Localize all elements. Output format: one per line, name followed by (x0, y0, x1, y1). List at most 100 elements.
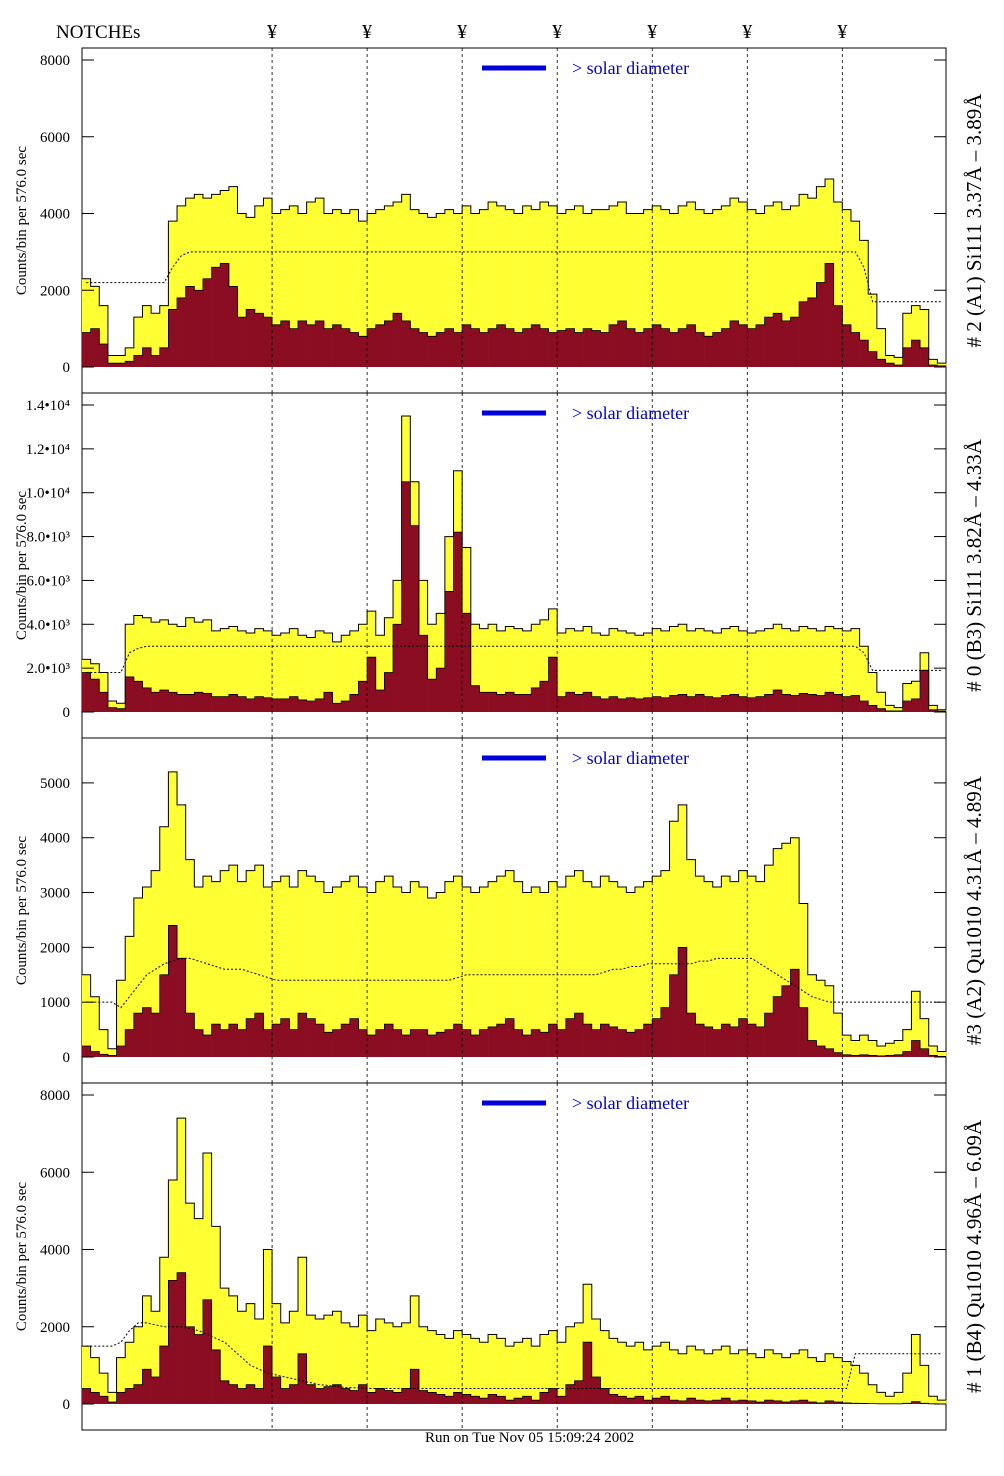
flare-bin (263, 697, 273, 712)
total-bin (574, 1322, 584, 1404)
flare-bin (764, 694, 774, 712)
flare-bin (125, 676, 135, 712)
flare-bin (263, 1029, 273, 1057)
background-model-line (86, 1322, 942, 1390)
flare-bin (488, 1394, 498, 1404)
total-bin (704, 1353, 714, 1404)
flare-bin (401, 1388, 411, 1404)
flare-bin (254, 1013, 264, 1057)
flare-bin (574, 694, 584, 712)
total-bin (738, 630, 748, 712)
flare-bin (928, 1055, 938, 1057)
total-bin (764, 1349, 774, 1404)
total-bin (246, 1303, 256, 1404)
flare-bin (82, 1388, 91, 1404)
panel-title: #3 (A2) Qu1010 4.31Å – 4.89Å (962, 775, 986, 1045)
total-bin (522, 630, 532, 712)
total-bin (358, 887, 368, 1057)
flare-bin (341, 328, 351, 367)
panel-b3: 0 2.0•10³ 4.0•10³ 6.0•10³ 8.0•10³ 1.0•10⁴ 1.2•… (14, 392, 986, 739)
total-bin (591, 209, 601, 367)
flare-bin (876, 359, 886, 367)
flare-bin (695, 694, 705, 712)
flare-bin (600, 698, 610, 712)
flare-bin (807, 1040, 817, 1057)
total-bin (807, 1357, 817, 1404)
flare-bin (410, 1029, 420, 1057)
total-bin (583, 881, 593, 1057)
total-bin (591, 887, 601, 1057)
total-bin (617, 201, 627, 367)
total-bin (773, 848, 783, 1057)
flare-bin (99, 1054, 109, 1057)
flare-bin (617, 320, 627, 367)
flare-bin (868, 351, 878, 367)
total-bin (799, 194, 809, 367)
flare-bin (367, 1392, 377, 1404)
flare-bin (617, 698, 627, 712)
total-bin (488, 881, 498, 1057)
total-bin (920, 1365, 930, 1404)
flare-bin (228, 694, 238, 712)
flare-bin (177, 1272, 186, 1404)
total-bin (228, 626, 238, 712)
solar-diameter-label: > solar diameter (572, 748, 689, 768)
total-bin (246, 217, 256, 367)
flare-bin (911, 1401, 921, 1404)
total-bin (920, 1018, 930, 1057)
total-bin (194, 887, 204, 1057)
flare-bin (341, 1024, 351, 1057)
flare-bin (177, 694, 186, 712)
total-bin (375, 635, 385, 712)
flare-bin (418, 635, 428, 712)
flare-bin (254, 696, 264, 712)
total-bin (272, 213, 282, 367)
total-bin (401, 892, 411, 1057)
total-bin (781, 209, 791, 367)
y-tick-label: 4000 (40, 207, 70, 223)
total-bin (833, 628, 843, 712)
total-bin (660, 630, 670, 712)
total-bin (850, 221, 860, 367)
total-outline (82, 771, 946, 1053)
flare-bin (505, 692, 515, 712)
total-bin (341, 213, 351, 367)
total-bin (202, 876, 212, 1057)
flare-bin (591, 696, 601, 712)
total-bin (401, 194, 411, 367)
total-bin (643, 1349, 653, 1404)
flare-bin (531, 324, 541, 367)
total-bin (228, 186, 238, 367)
total-bin (488, 1334, 498, 1404)
flare-bin (755, 1026, 765, 1057)
total-bin (799, 1349, 809, 1404)
flare-bin (747, 1024, 757, 1057)
flare-bin (453, 1392, 463, 1404)
total-bin (263, 1249, 273, 1404)
flare-counts-histogram (82, 263, 947, 367)
flare-bin (323, 1386, 333, 1404)
flare-bin (142, 1369, 152, 1404)
total-bin (133, 615, 143, 712)
total-bin (358, 624, 368, 712)
flare-bin (436, 668, 446, 712)
y-tick-label: 1.2•10⁴ (26, 442, 70, 458)
flare-bin (306, 324, 316, 367)
flare-bin (738, 1018, 748, 1057)
total-bin (565, 209, 575, 367)
total-bin (747, 876, 757, 1057)
total-bin (332, 887, 342, 1057)
flare-bin (565, 692, 575, 712)
flare-bin (738, 1400, 748, 1404)
total-bin (306, 1315, 316, 1404)
flare-bin (142, 687, 152, 712)
total-bin (755, 630, 765, 712)
total-bin (280, 1322, 290, 1404)
flare-bin (462, 324, 472, 367)
y-tick-label: 4000 (40, 1243, 70, 1259)
total-bin (306, 637, 316, 712)
total-bin (496, 630, 506, 712)
total-bin (436, 213, 446, 367)
total-bin (876, 692, 886, 712)
total-bin (557, 633, 567, 712)
